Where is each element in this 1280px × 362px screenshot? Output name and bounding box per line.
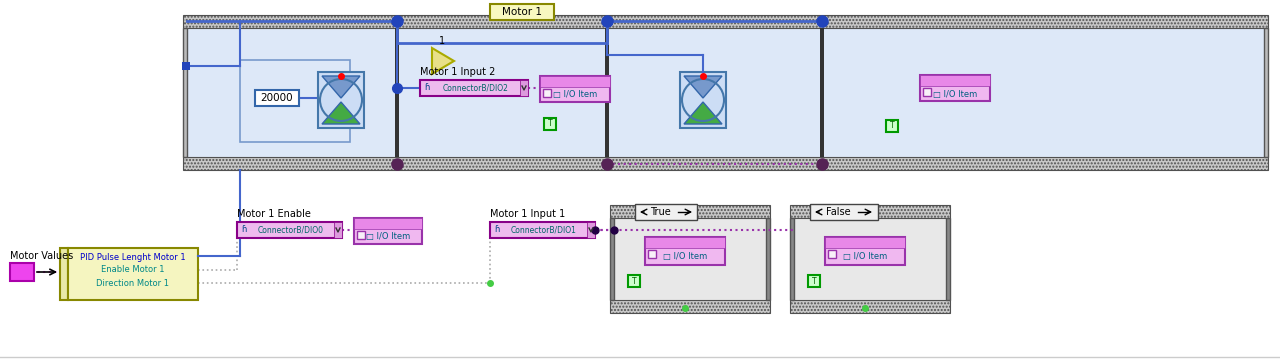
FancyBboxPatch shape — [920, 75, 989, 86]
FancyBboxPatch shape — [544, 118, 556, 130]
Polygon shape — [433, 48, 454, 74]
FancyBboxPatch shape — [808, 275, 820, 287]
FancyBboxPatch shape — [241, 60, 349, 142]
FancyBboxPatch shape — [396, 28, 399, 157]
FancyBboxPatch shape — [611, 218, 771, 300]
Text: Motor 1: Motor 1 — [502, 7, 541, 17]
FancyBboxPatch shape — [420, 80, 529, 96]
FancyBboxPatch shape — [645, 237, 724, 265]
FancyBboxPatch shape — [520, 80, 529, 96]
Text: □ I/O Item: □ I/O Item — [663, 252, 707, 261]
FancyBboxPatch shape — [317, 72, 364, 128]
FancyBboxPatch shape — [183, 15, 1268, 28]
Text: □ I/O Item: □ I/O Item — [366, 232, 410, 241]
Text: True: True — [650, 207, 671, 217]
FancyBboxPatch shape — [540, 76, 611, 87]
Text: ɦ: ɦ — [424, 84, 430, 93]
Polygon shape — [323, 76, 360, 98]
Text: Motor 1 Enable: Motor 1 Enable — [237, 209, 311, 219]
FancyBboxPatch shape — [588, 222, 595, 238]
FancyBboxPatch shape — [183, 157, 1268, 170]
Polygon shape — [684, 76, 722, 98]
Text: T: T — [812, 277, 817, 286]
FancyBboxPatch shape — [490, 222, 595, 238]
FancyBboxPatch shape — [334, 222, 342, 238]
Text: T: T — [890, 122, 895, 130]
Text: 1: 1 — [439, 36, 445, 46]
Text: □ I/O Item: □ I/O Item — [553, 90, 598, 100]
FancyBboxPatch shape — [490, 4, 554, 20]
Text: Motor Values: Motor Values — [10, 251, 73, 261]
FancyBboxPatch shape — [826, 237, 905, 265]
FancyBboxPatch shape — [790, 218, 794, 300]
FancyBboxPatch shape — [357, 231, 365, 239]
Text: 20000: 20000 — [261, 93, 293, 103]
Text: □ I/O Item: □ I/O Item — [842, 252, 887, 261]
FancyBboxPatch shape — [10, 263, 35, 281]
FancyBboxPatch shape — [605, 28, 609, 157]
FancyBboxPatch shape — [183, 28, 1268, 157]
FancyBboxPatch shape — [886, 120, 899, 132]
Text: ɦ: ɦ — [242, 226, 247, 235]
FancyBboxPatch shape — [60, 248, 68, 300]
Text: T: T — [548, 119, 552, 129]
FancyBboxPatch shape — [611, 205, 771, 218]
FancyBboxPatch shape — [635, 204, 698, 220]
FancyBboxPatch shape — [765, 218, 771, 300]
FancyBboxPatch shape — [790, 205, 950, 218]
Text: PID Pulse Lenght Motor 1: PID Pulse Lenght Motor 1 — [81, 253, 186, 261]
FancyBboxPatch shape — [1265, 28, 1268, 157]
Text: □ I/O Item: □ I/O Item — [933, 89, 977, 98]
FancyBboxPatch shape — [255, 90, 300, 106]
FancyBboxPatch shape — [680, 72, 726, 128]
Text: Motor 1 Input 2: Motor 1 Input 2 — [420, 67, 495, 77]
Polygon shape — [323, 102, 360, 124]
FancyBboxPatch shape — [790, 218, 950, 300]
FancyBboxPatch shape — [355, 218, 422, 229]
FancyBboxPatch shape — [628, 275, 640, 287]
FancyBboxPatch shape — [810, 204, 878, 220]
Text: ConnectorB/DIO1: ConnectorB/DIO1 — [511, 226, 577, 235]
Text: Motor 1 Input 1: Motor 1 Input 1 — [490, 209, 566, 219]
FancyBboxPatch shape — [611, 300, 771, 313]
FancyBboxPatch shape — [946, 218, 950, 300]
Text: ConnectorB/DIO0: ConnectorB/DIO0 — [259, 226, 324, 235]
Text: ɦ: ɦ — [494, 226, 499, 235]
Text: T: T — [632, 277, 636, 286]
Text: Direction Motor 1: Direction Motor 1 — [96, 278, 169, 287]
FancyBboxPatch shape — [923, 88, 931, 96]
FancyBboxPatch shape — [826, 237, 905, 248]
Polygon shape — [684, 102, 722, 124]
FancyBboxPatch shape — [237, 222, 342, 238]
FancyBboxPatch shape — [182, 62, 189, 70]
Text: False: False — [826, 207, 850, 217]
FancyBboxPatch shape — [790, 300, 950, 313]
FancyBboxPatch shape — [183, 28, 187, 157]
FancyBboxPatch shape — [828, 250, 836, 258]
FancyBboxPatch shape — [540, 76, 611, 102]
FancyBboxPatch shape — [355, 218, 422, 244]
FancyBboxPatch shape — [68, 248, 198, 300]
FancyBboxPatch shape — [820, 28, 824, 157]
FancyBboxPatch shape — [543, 89, 550, 97]
Text: ConnectorB/DIO2: ConnectorB/DIO2 — [443, 84, 509, 93]
Text: Enable Motor 1: Enable Motor 1 — [101, 265, 165, 274]
FancyBboxPatch shape — [645, 237, 724, 248]
FancyBboxPatch shape — [920, 75, 989, 101]
FancyBboxPatch shape — [611, 218, 614, 300]
FancyBboxPatch shape — [648, 250, 657, 258]
